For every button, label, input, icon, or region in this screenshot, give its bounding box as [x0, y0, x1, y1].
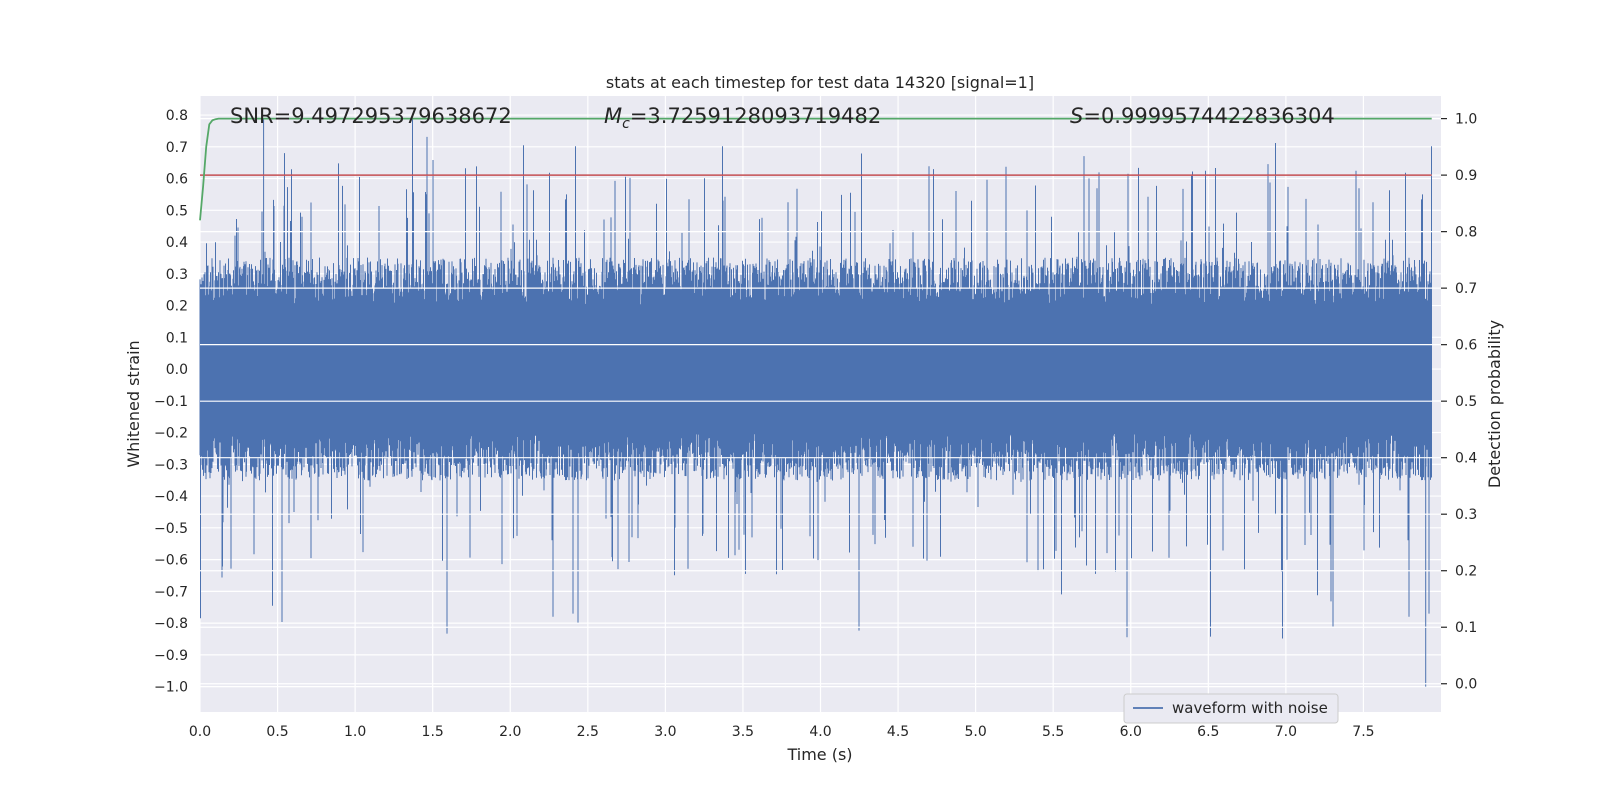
x-tick-label-5: 2.5 [577, 724, 599, 740]
y-left-tick-label-2: 0.6 [166, 172, 188, 188]
x-tick-label-10: 5.0 [964, 724, 986, 740]
x-axis-label: Time (s) [786, 745, 852, 764]
y-left-tick-label-14: −0.6 [154, 553, 188, 569]
y-left-tick-label-10: −0.2 [154, 426, 188, 442]
x-tick-label-7: 3.5 [732, 724, 754, 740]
x-tick-label-15: 7.5 [1352, 724, 1374, 740]
y-right-tick-label-0: 1.0 [1455, 112, 1477, 128]
waveform-line [199, 118, 1432, 687]
y-right-tick-label-6: 0.4 [1455, 451, 1477, 467]
x-tick-label-6: 3.0 [654, 724, 676, 740]
y-left-tick-label-5: 0.3 [166, 267, 188, 283]
x-tick-label-8: 4.0 [809, 724, 831, 740]
legend: waveform with noise [1123, 693, 1339, 724]
x-tick-label-13: 6.5 [1197, 724, 1219, 740]
snr-annotation: SNR=9.497295379638672 [230, 104, 512, 128]
x-tick-label-4: 2.0 [499, 724, 521, 740]
overlay-lines [199, 117, 1441, 685]
y-left-tick-label-8: 0.0 [166, 362, 188, 378]
legend-box [1123, 693, 1339, 724]
x-tick-label-14: 7.0 [1275, 724, 1297, 740]
legend-entry-waveform: waveform with noise [1172, 699, 1328, 717]
y-right-tick-label-9: 0.1 [1455, 620, 1477, 636]
x-tick-label-2: 1.0 [344, 724, 366, 740]
y-right-tick-label-1: 0.9 [1455, 168, 1477, 184]
y-right-tick-label-7: 0.3 [1455, 507, 1477, 523]
x-tick-label-11: 5.5 [1042, 724, 1064, 740]
y-left-tick-label-7: 0.1 [166, 330, 188, 346]
y-left-tick-label-4: 0.4 [166, 235, 188, 251]
waveform-series [199, 118, 1432, 687]
y-left-tick-label-3: 0.5 [166, 203, 188, 219]
tick-labels: 0.0 0.5 1.0 1.5 2.0 2.5 3.0 3.5 4.0 4.5 5.0 5.5 6.0 6… [154, 108, 1477, 740]
y-left-tick-label-15: −0.7 [154, 584, 188, 600]
y-left-tick-label-11: −0.3 [154, 457, 188, 473]
y-right-tick-label-5: 0.5 [1455, 394, 1477, 410]
y-axis-label-right: Detection probability [1485, 320, 1504, 488]
y-right-tick-label-3: 0.7 [1455, 281, 1477, 297]
x-tick-label-1: 0.5 [266, 724, 288, 740]
y-left-tick-label-18: −1.0 [154, 680, 188, 696]
y-left-tick-label-13: −0.5 [154, 521, 188, 537]
s-symbol: S [1070, 104, 1083, 128]
y-left-tick-label-9: −0.1 [154, 394, 188, 410]
y-right-tick-label-4: 0.6 [1455, 338, 1477, 354]
s-value: =0.9999574422836304 [1083, 104, 1334, 128]
chirp-mass-symbol: M [604, 104, 622, 128]
chirp-mass-value: =3.7259128093719482 [630, 104, 881, 128]
y-left-tick-label-6: 0.2 [166, 299, 188, 315]
y-left-tick-label-16: −0.8 [154, 616, 188, 632]
y-right-tick-label-2: 0.8 [1455, 225, 1477, 241]
y-left-tick-label-1: 0.7 [166, 140, 188, 156]
chirp-mass-annotation: Mc=3.7259128093719482 [604, 104, 881, 132]
x-tick-label-3: 1.5 [422, 724, 444, 740]
y-axis-label-left: Whitened strain [124, 340, 143, 467]
y-left-tick-label-12: −0.4 [154, 489, 188, 505]
x-tick-label-9: 4.5 [887, 724, 909, 740]
chart-title: stats at each timestep for test data 143… [606, 73, 1034, 92]
s-annotation: S=0.9999574422836304 [1070, 104, 1335, 128]
x-tick-label-12: 6.0 [1120, 724, 1142, 740]
y-left-tick-label-0: 0.8 [166, 108, 188, 124]
x-tick-label-0: 0.0 [189, 724, 211, 740]
y-right-tick-label-8: 0.2 [1455, 564, 1477, 580]
chirp-mass-subscript: c [622, 116, 630, 132]
y-right-tick-label-10: 0.0 [1455, 677, 1477, 693]
detection-probability-line [199, 117, 1432, 221]
y-left-tick-label-17: −0.9 [154, 648, 188, 664]
